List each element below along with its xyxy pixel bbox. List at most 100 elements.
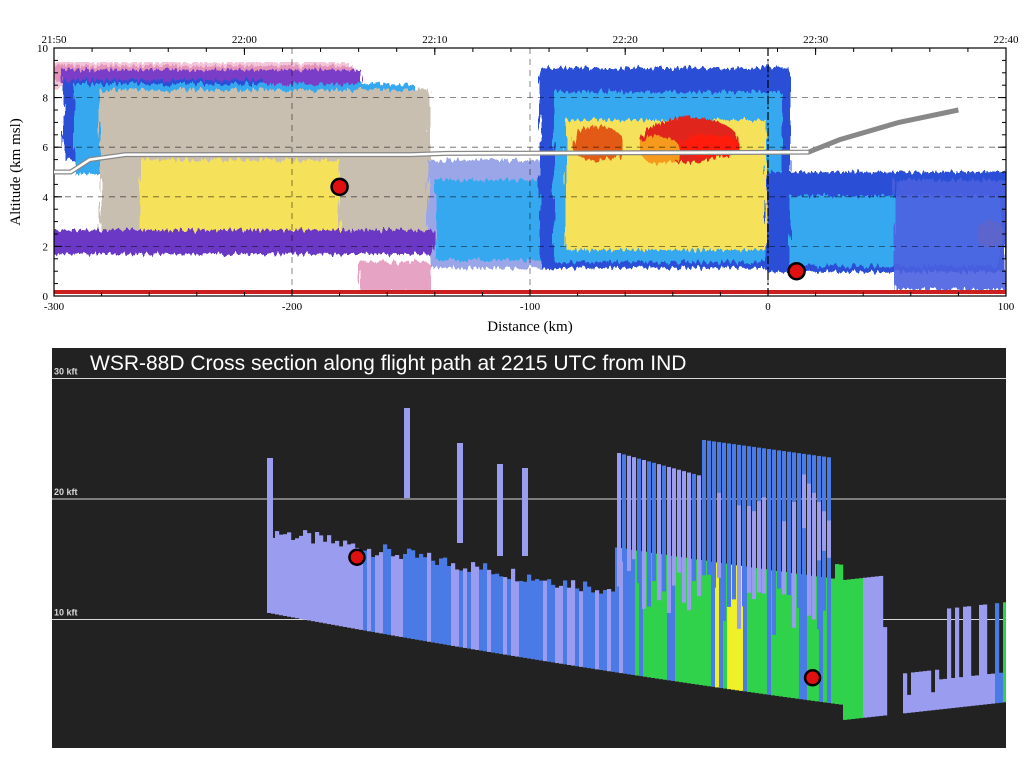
radar-gate-column: [271, 537, 276, 614]
radar-gate-column: [707, 561, 712, 687]
radar-gate-column: [767, 569, 772, 695]
radar-gate-column: [699, 560, 704, 686]
radar-gate-column: [651, 552, 656, 678]
radar-gate-column: [803, 574, 808, 700]
radar-upper-sweep-column: [782, 451, 786, 522]
radar-gate-column: [479, 569, 484, 651]
radar-gate-column: [1003, 602, 1006, 703]
radar-upper-sweep-column: [662, 465, 666, 592]
radar-gate-column: [359, 552, 364, 630]
radar-gate-column: [967, 606, 972, 707]
radar-gate-column: [319, 535, 324, 623]
radar-gate-column: [539, 580, 544, 661]
y-tick-label: 10: [37, 43, 49, 55]
radar-upper-sweep-column: [812, 455, 816, 513]
radar-upper-sweep-column: [627, 455, 631, 571]
radar-upper-sweep-column: [787, 500, 791, 596]
radar-upper-sweep-column: [792, 456, 796, 496]
radar-gate-column: [383, 544, 388, 635]
radar-upper-sweep-column: [762, 493, 766, 594]
radar-gate-column: [279, 534, 284, 616]
radar-gate-column: [575, 588, 580, 667]
radar-gate-column: [703, 560, 708, 686]
radar-gate-column: [291, 539, 296, 618]
radar-upper-sweep-column: [642, 459, 646, 609]
radar-gate-column: [283, 534, 288, 616]
radar-gate-column: [551, 584, 556, 663]
radar-gate-column: [507, 579, 512, 656]
radar-upper-sweep-column: [712, 479, 716, 588]
time-tick-label: 22:20: [613, 34, 639, 46]
radar-upper-sweep-column: [802, 474, 806, 529]
time-tick-label: 21:50: [41, 34, 67, 46]
radar-upper-sweep-column: [722, 482, 726, 622]
radar-gate-column: [923, 671, 928, 712]
radar-gate-column: [407, 548, 412, 639]
aircraft-marker: [803, 669, 822, 687]
radar-gate-column: [691, 558, 696, 684]
radar-upper-sweep-column: [657, 464, 661, 601]
radar-gate-column: [987, 674, 992, 705]
radar-upper-sweep-column: [732, 485, 736, 600]
radar-gate-column: [531, 580, 536, 660]
radar-gate-column: [679, 557, 684, 683]
x-tick-label: -300: [44, 301, 65, 313]
radar-upper-sweep-column: [812, 507, 816, 620]
radar-gate-column: [795, 573, 800, 699]
y-tick-label: 8: [43, 93, 49, 105]
radar-upper-sweep-column: [737, 444, 741, 506]
radar-gate-column: [823, 577, 828, 703]
radar-gate-column: [671, 555, 676, 681]
radar-gate-column: [811, 575, 816, 701]
radar-gate-column: [655, 553, 660, 679]
y-tick-label: 2: [43, 241, 49, 253]
radar-upper-sweep-column: [622, 454, 626, 562]
radar-gate-column: [631, 549, 636, 675]
radar-gate-column: [627, 549, 632, 675]
x-tick-label: -100: [520, 301, 541, 313]
radar-upper-sweep-column: [747, 489, 751, 593]
radar-gate-column: [783, 572, 788, 698]
radar-gate-column: [599, 593, 604, 671]
radar-echo-top: [267, 458, 273, 608]
y-tick-label: 4: [43, 192, 49, 204]
radar-gate-column: [719, 563, 724, 689]
radar-gate-column: [695, 559, 700, 685]
radar-upper-sweep-column: [827, 457, 831, 521]
radar-gate-column: [311, 543, 316, 622]
radar-gate-column: [799, 574, 804, 700]
altitude-tick-label: 20 kft: [54, 487, 78, 497]
radar-gate-column: [787, 572, 792, 698]
radar-gate-column: [435, 564, 440, 644]
radar-gate-column: [491, 574, 496, 653]
reflectivity-field: [54, 62, 1006, 294]
altitude-tick-label: 10 kft: [54, 608, 78, 618]
radar-gate-column: [831, 578, 836, 704]
radar-gate-column: [983, 604, 988, 705]
radar-gate-column: [819, 576, 824, 702]
radar-gate-column: [503, 577, 508, 655]
radar-gate-column: [303, 530, 308, 620]
radar-echo-top: [522, 468, 528, 556]
radar-gate-column: [915, 671, 920, 712]
radar-echo-top: [404, 408, 410, 498]
radar-gate-column: [999, 672, 1004, 703]
radar-gate-column: [975, 675, 980, 706]
radar-gate-column: [963, 606, 968, 707]
radar-gate-column: [611, 591, 616, 672]
radar-gate-column: [647, 552, 652, 678]
y-tick-label: 0: [43, 291, 49, 303]
radar-gate-column: [411, 550, 416, 640]
radar-gate-column: [663, 554, 668, 680]
radar-upper-sweep-column: [792, 501, 796, 628]
x-tick-label: -200: [282, 301, 303, 313]
radar-gate-column: [927, 670, 932, 711]
x-tick-label: 100: [998, 301, 1015, 313]
radar-upper-sweep-column: [712, 441, 716, 490]
radar-gate-column: [455, 569, 460, 647]
radar-gate-column: [763, 569, 768, 695]
radar-gate-column: [459, 570, 464, 648]
radar-gate-column: [827, 578, 832, 704]
radar-gate-column: [483, 563, 488, 652]
